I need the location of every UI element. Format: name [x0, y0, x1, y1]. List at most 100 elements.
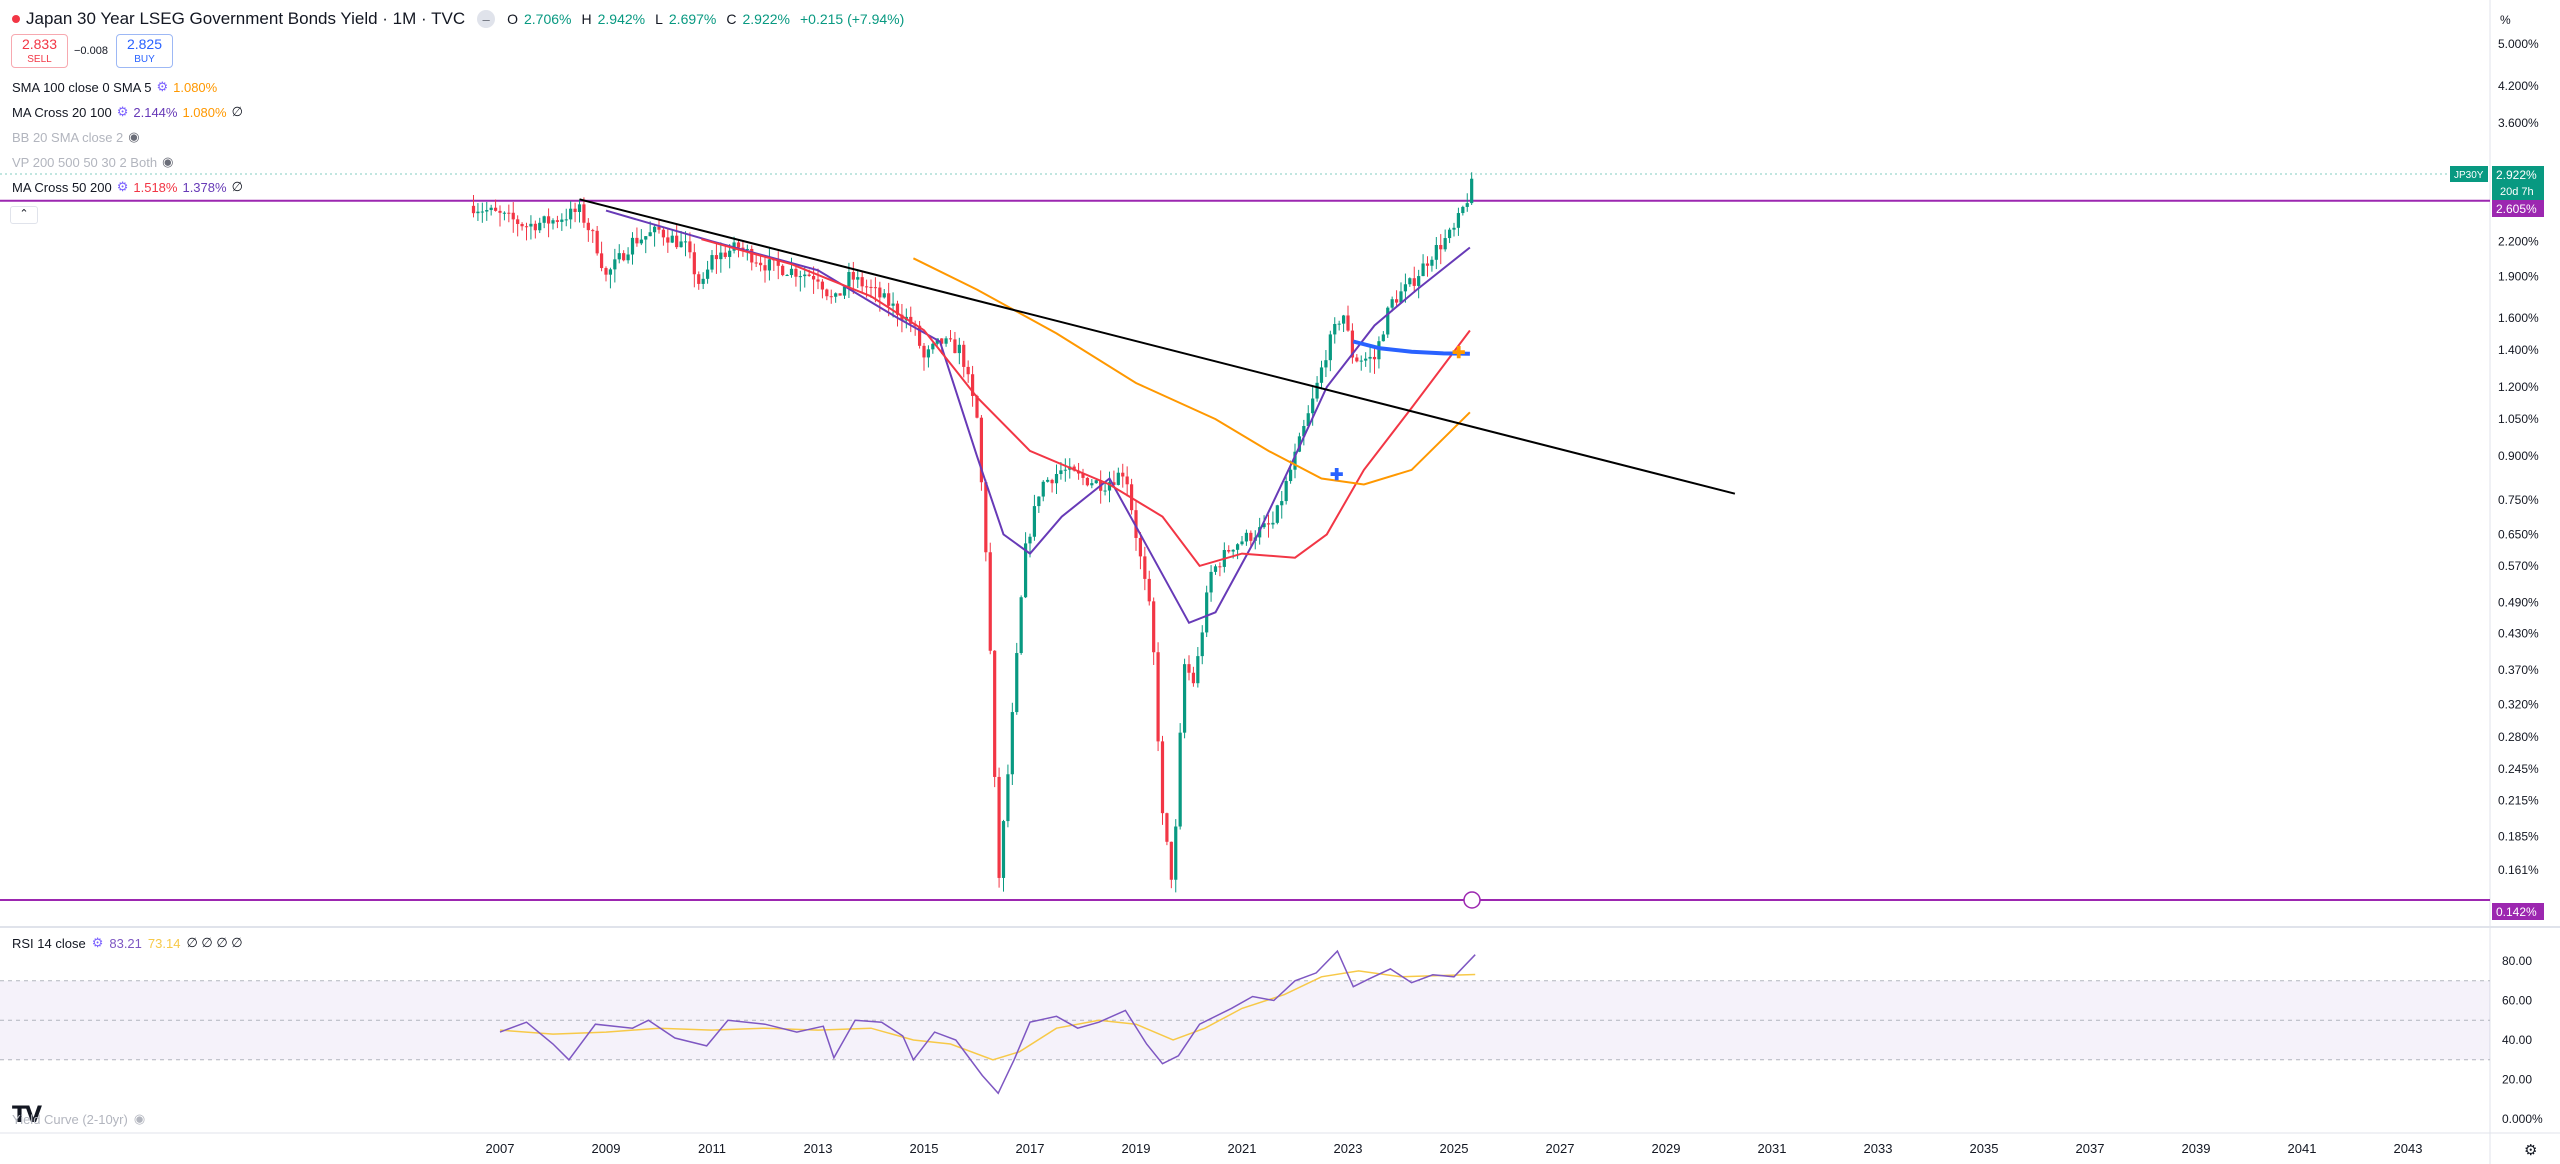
- pane-separator[interactable]: [0, 926, 2560, 928]
- indicator-legend-2[interactable]: BB 20 SMA close 2 ◉: [12, 128, 140, 146]
- candle-body: [1412, 278, 1416, 286]
- rsi-extra: ∅ ∅ ∅ ∅: [186, 935, 243, 950]
- candle-body: [617, 253, 621, 260]
- hline-low-badge[interactable]: [2492, 903, 2544, 920]
- horizontal-lines[interactable]: [0, 199, 2490, 909]
- eye-hidden-icon[interactable]: ◉: [128, 129, 140, 144]
- ma-line-ma-cross-50: [701, 238, 1471, 568]
- price-tick-label: 0.750%: [2498, 493, 2539, 507]
- candle-body: [1337, 323, 1341, 325]
- indicator-legend-1[interactable]: MA Cross 20 100 ⚙ 2.144% 1.080% ∅: [12, 103, 243, 121]
- settings-icon[interactable]: ⚙: [116, 179, 129, 194]
- time-tick-label: 2021: [1228, 1141, 1257, 1156]
- settings-icon[interactable]: ⚙: [156, 79, 169, 94]
- candle-body: [953, 339, 957, 354]
- candle-body: [577, 204, 582, 213]
- candle-body: [608, 269, 613, 275]
- candle-body: [1121, 472, 1125, 477]
- time-tick-label: 2033: [1864, 1141, 1893, 1156]
- price-tick-label: 2.200%: [2498, 234, 2539, 248]
- settings-icon[interactable]: ⚙: [116, 104, 129, 119]
- candle-body: [851, 272, 855, 280]
- indicator-v1: 1.518%: [133, 179, 178, 195]
- indicator-v1: 2.144%: [133, 104, 178, 120]
- indicator-legend-4[interactable]: MA Cross 50 200 ⚙ 1.518% 1.378% ∅: [12, 178, 243, 196]
- time-axis[interactable]: 2007 2009 2011 2013 2015 2017 2019 2021 2023 2025…: [486, 1141, 2538, 1159]
- last-price-badge[interactable]: [2492, 166, 2544, 200]
- sell-label: SELL: [27, 54, 52, 65]
- candle-body: [948, 338, 953, 340]
- candle-body: [493, 207, 498, 211]
- candle-body: [529, 223, 533, 227]
- candle-body: [507, 212, 511, 214]
- collapse-legend-button[interactable]: ⌃: [10, 206, 38, 224]
- candle-body: [789, 268, 794, 276]
- rsi-legend[interactable]: RSI 14 close ⚙ 83.21 73.14 ∅ ∅ ∅ ∅: [12, 935, 243, 951]
- settings-icon[interactable]: ⚙: [91, 935, 104, 950]
- candle-body: [1249, 532, 1253, 541]
- candle-body: [1364, 358, 1368, 361]
- symbol-title[interactable]: Japan 30 Year LSEG Government Bonds Yiel…: [26, 9, 466, 28]
- price-tick-label: 1.050%: [2498, 412, 2539, 426]
- candle-body: [604, 268, 608, 275]
- candle-body: [979, 417, 984, 483]
- candle-body: [1090, 483, 1094, 486]
- candle-body: [962, 344, 966, 367]
- indicator-legend-0[interactable]: SMA 100 close 0 SMA 5 ⚙ 1.080%: [12, 78, 217, 96]
- time-tick-label: 2039: [2182, 1141, 2211, 1156]
- time-tick-label: 2041: [2288, 1141, 2317, 1156]
- eye-hidden-icon[interactable]: ◉: [133, 1111, 146, 1126]
- candle-body: [803, 274, 807, 277]
- time-tick-label: 2007: [486, 1141, 515, 1156]
- candle-body: [1421, 263, 1425, 277]
- open-value: 2.706%: [524, 11, 572, 27]
- candle-body: [1050, 479, 1054, 484]
- trendline-line[interactable]: [579, 198, 1736, 495]
- eye-hidden-icon[interactable]: ◉: [162, 154, 174, 169]
- candle-body: [560, 219, 564, 222]
- candle-body: [970, 374, 975, 396]
- rsi-axis[interactable]: 80.00 60.00 40.00 20.00 0.000%: [2502, 954, 2543, 1126]
- candle-body: [1280, 501, 1284, 506]
- candle-body: [1346, 315, 1350, 331]
- candle-body: [900, 314, 904, 321]
- symbol-badge[interactable]: [2450, 166, 2488, 182]
- hline-high-badge[interactable]: [2492, 200, 2544, 217]
- candle-body: [966, 366, 970, 375]
- options-icon[interactable]: –: [477, 10, 496, 28]
- candle-body: [1368, 356, 1372, 359]
- buy-button[interactable]: 2.825 BUY: [116, 34, 173, 68]
- candle-body: [1010, 712, 1014, 775]
- rsi-name: RSI 14 close: [12, 935, 86, 951]
- rsi-tick-label: 80.00: [2502, 954, 2532, 968]
- indicator-legend-3[interactable]: VP 200 500 50 30 2 Both ◉: [12, 153, 173, 171]
- candle-body: [1191, 672, 1196, 684]
- candle-body: [480, 211, 484, 213]
- time-tick-label: 2011: [698, 1141, 726, 1156]
- candle-body: [1461, 206, 1465, 214]
- price-axis[interactable]: % 5.000% 4.200% 3.600% 2.200% 1.900% 1.600% 1.4…: [2450, 13, 2544, 920]
- indicator-v2: 1.378%: [182, 179, 227, 195]
- candle-body: [763, 265, 767, 271]
- sell-button[interactable]: 2.833 SELL: [11, 34, 68, 68]
- candle-body: [807, 274, 811, 276]
- rsi-ma-value: 73.14: [147, 935, 181, 951]
- candle-body: [1390, 299, 1394, 308]
- alert-icon[interactable]: [1463, 891, 1481, 909]
- tradingview-logo[interactable]: TV: [12, 1103, 42, 1128]
- candle-body: [1023, 543, 1028, 598]
- time-tick-label: 2013: [804, 1141, 833, 1156]
- trendline[interactable]: [579, 198, 1736, 495]
- time-tick-label: 2031: [1758, 1141, 1787, 1156]
- candle-body: [1107, 482, 1112, 491]
- candle-body: [1465, 203, 1469, 207]
- candle-body: [975, 395, 979, 418]
- candle-body: [1134, 510, 1138, 538]
- price-tick-label: 0.570%: [2498, 559, 2539, 573]
- yield-curve-legend[interactable]: Yield Curve (2-10yr) ◉: [12, 1111, 145, 1127]
- candle-body: [1266, 523, 1271, 525]
- candle-body: [891, 303, 895, 306]
- candle-body: [1377, 341, 1381, 360]
